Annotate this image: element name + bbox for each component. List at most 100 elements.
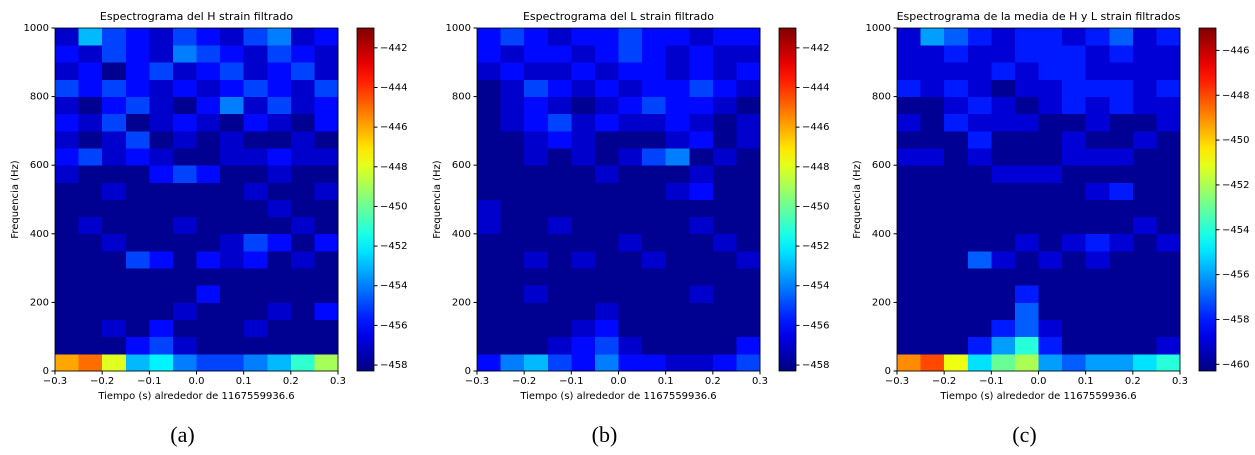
heatmap-cell — [897, 233, 921, 252]
heatmap-cell — [991, 353, 1016, 372]
heatmap-cell — [314, 45, 339, 63]
y-tick-label: 1000 — [446, 23, 471, 34]
heatmap-cell — [78, 268, 103, 286]
heatmap-cell — [991, 336, 1016, 355]
heatmap-cell — [1014, 250, 1039, 269]
heatmap-cell — [149, 182, 174, 200]
heatmap-cell — [991, 113, 1016, 132]
heatmap-cell — [1109, 250, 1134, 269]
heatmap-cell — [1085, 45, 1110, 63]
heatmap-cell — [1085, 62, 1110, 80]
heatmap-cell — [1109, 28, 1134, 46]
heatmap-cell — [920, 96, 945, 115]
heatmap-cell — [1156, 45, 1181, 63]
heatmap-cell — [1109, 336, 1134, 355]
heatmap-cell — [1062, 79, 1087, 97]
heatmap-cell — [125, 336, 150, 355]
heatmap-cell — [1109, 96, 1134, 115]
heatmap-cell — [1156, 79, 1181, 97]
heatmap-cell — [102, 353, 127, 372]
heatmap-cell — [1014, 199, 1039, 218]
y-tick-label: 200 — [30, 297, 49, 308]
heatmap-cell — [689, 250, 714, 269]
y-tick-label: 0 — [465, 366, 471, 377]
heatmap-cell — [920, 45, 945, 63]
y-tick-label: 800 — [452, 92, 471, 103]
heatmap-cell — [196, 182, 221, 200]
x-tick-label: −0.1 — [137, 376, 161, 387]
heatmap-cell — [290, 216, 315, 235]
colorbar-tick-label: −448 — [380, 162, 407, 173]
heatmap-cell — [243, 79, 268, 97]
heatmap-cell — [477, 353, 501, 372]
heatmap-cell — [594, 199, 619, 218]
heatmap-cell — [1038, 79, 1063, 97]
heatmap-cell — [547, 62, 572, 80]
heatmap-cell — [196, 302, 221, 320]
heatmap-cell — [991, 216, 1016, 235]
heatmap-cell — [712, 96, 737, 115]
heatmap-cell — [1132, 45, 1157, 63]
x-tick-label: −0.3 — [43, 376, 67, 387]
heatmap-cell — [991, 250, 1016, 269]
heatmap-cell — [267, 28, 292, 46]
heatmap-cell — [220, 199, 245, 218]
heatmap-cell — [642, 319, 667, 338]
heatmap-cell — [944, 96, 969, 115]
heatmap-cell — [267, 233, 292, 252]
heatmap-cell — [314, 233, 339, 252]
y-tick-label: 800 — [30, 92, 49, 103]
heatmap-cell — [55, 165, 79, 183]
heatmap-cell — [172, 302, 197, 320]
heatmap-cell — [149, 165, 174, 183]
heatmap-cell — [897, 45, 921, 63]
heatmap-cell — [897, 96, 921, 115]
heatmap-cell — [1132, 113, 1157, 132]
colorbar-tick-label: −442 — [802, 43, 829, 54]
heatmap-cell — [1038, 250, 1063, 269]
heatmap-cell — [618, 216, 643, 235]
heatmap-cell — [547, 302, 572, 320]
heatmap-cell — [1109, 130, 1134, 149]
heatmap-cell — [689, 28, 714, 46]
heatmap-cell — [1038, 28, 1063, 46]
heatmap-cell — [55, 199, 79, 218]
heatmap-cell — [944, 353, 969, 372]
y-tick-label: 400 — [30, 229, 49, 240]
heatmap-cell — [1014, 79, 1039, 97]
heatmap-cell — [642, 199, 667, 218]
heatmap-cell — [267, 216, 292, 235]
heatmap-cell — [243, 250, 268, 269]
heatmap-cell — [736, 285, 761, 303]
y-tick-label: 0 — [43, 366, 49, 377]
heatmap-cell — [967, 216, 992, 235]
heatmap-cell — [477, 233, 501, 252]
x-tick-label: 0.1 — [236, 376, 252, 387]
heatmap-cell — [1014, 28, 1039, 46]
heatmap-cell — [967, 148, 992, 166]
heatmap-cell — [991, 268, 1016, 286]
heatmap-cell — [1156, 302, 1181, 320]
heatmap-cell — [689, 268, 714, 286]
heatmap-cell — [920, 302, 945, 320]
colorbar-tick-label: −458 — [1222, 314, 1249, 325]
heatmap-cell — [125, 353, 150, 372]
heatmap-cell — [314, 216, 339, 235]
heatmap-cell — [125, 199, 150, 218]
heatmap-cell — [642, 250, 667, 269]
heatmap-cell — [571, 45, 596, 63]
chart-title: Espectrograma de la media de H y L strai… — [897, 10, 1181, 23]
heatmap-cell — [967, 79, 992, 97]
heatmap-cell — [55, 233, 79, 252]
heatmap-cell — [55, 319, 79, 338]
heatmap-cell — [500, 353, 525, 372]
heatmap-cell — [594, 113, 619, 132]
colorbar-tick-label: −448 — [802, 162, 829, 173]
heatmap-cell — [78, 319, 103, 338]
heatmap-cell — [665, 45, 690, 63]
heatmap-cell — [196, 336, 221, 355]
heatmap-cell — [267, 148, 292, 166]
heatmap-cell — [78, 96, 103, 115]
heatmap-cell — [524, 353, 549, 372]
heatmap-cell — [172, 62, 197, 80]
